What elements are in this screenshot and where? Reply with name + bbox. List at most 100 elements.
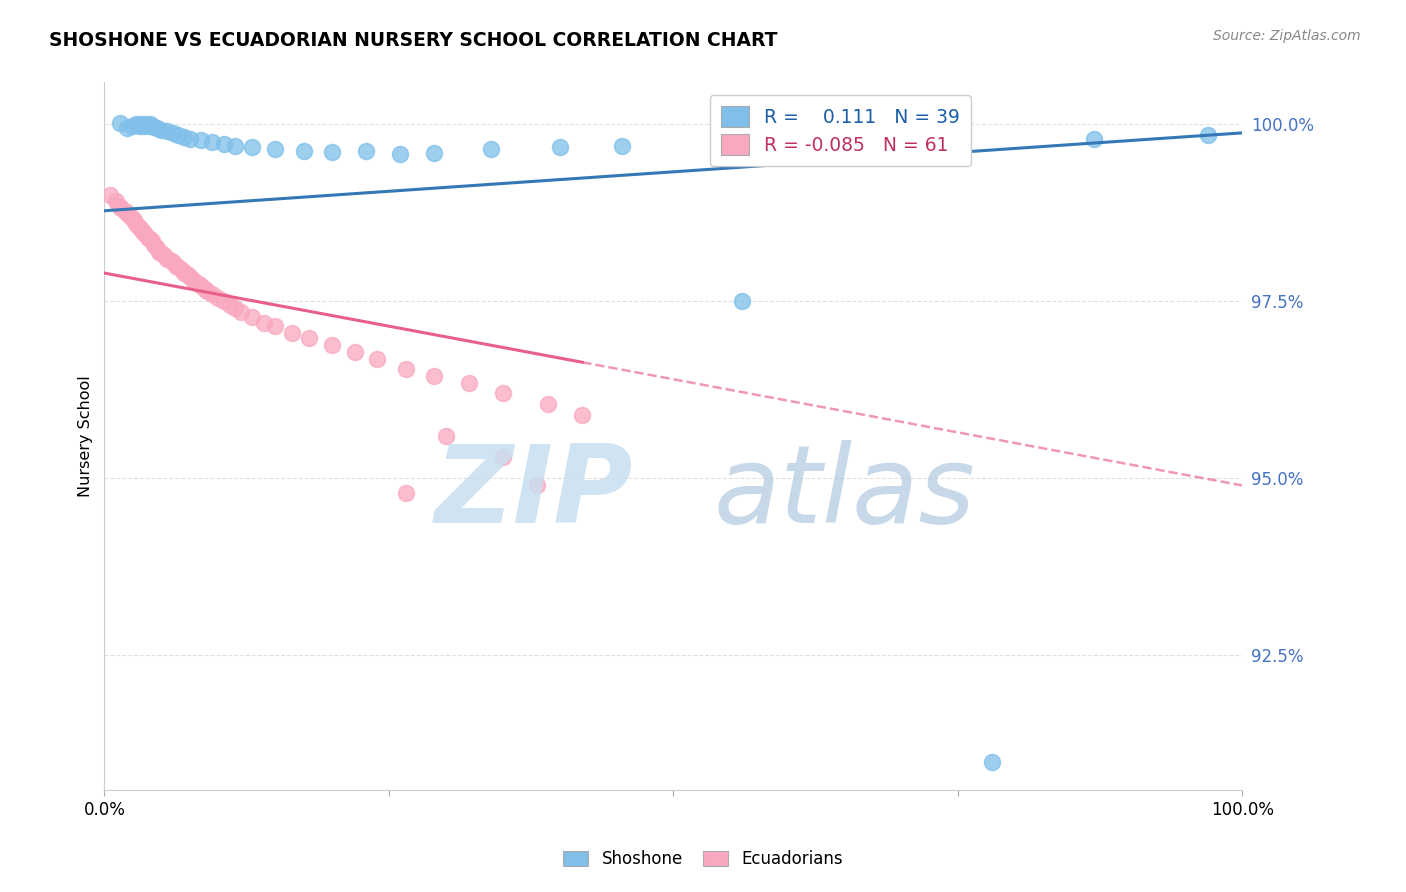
Point — [571, 408, 593, 422]
Point — [457, 376, 479, 390]
Point — [810, 137, 832, 152]
Point — [122, 213, 145, 227]
Point — [730, 294, 752, 309]
Point — [890, 135, 912, 149]
Point — [179, 269, 201, 284]
Point — [145, 241, 167, 255]
Point — [179, 131, 201, 145]
Point — [195, 284, 218, 298]
Point — [281, 326, 304, 341]
Point — [610, 138, 633, 153]
Point — [395, 361, 418, 376]
Point — [423, 368, 446, 383]
Point — [354, 144, 377, 158]
Point — [118, 208, 141, 222]
Point — [240, 310, 263, 324]
Point — [548, 140, 571, 154]
Point — [176, 268, 198, 282]
Point — [201, 135, 224, 149]
Point — [492, 450, 515, 464]
Point — [162, 255, 184, 269]
Point — [167, 260, 190, 275]
Point — [170, 262, 193, 277]
Point — [128, 119, 150, 133]
Point — [141, 234, 163, 248]
Point — [114, 203, 136, 218]
Text: Source: ZipAtlas.com: Source: ZipAtlas.com — [1213, 29, 1361, 43]
Point — [264, 319, 287, 334]
Point — [129, 117, 152, 131]
Point — [187, 277, 209, 291]
Point — [152, 248, 174, 262]
Point — [134, 117, 156, 131]
Point — [150, 123, 173, 137]
Point — [218, 298, 240, 312]
Point — [108, 199, 131, 213]
Point — [173, 266, 195, 280]
Point — [173, 130, 195, 145]
Point — [190, 133, 212, 147]
Point — [207, 291, 229, 305]
Point — [132, 225, 155, 239]
Point — [981, 755, 1004, 769]
Point — [110, 201, 132, 215]
Point — [1197, 128, 1219, 142]
Point — [224, 301, 246, 316]
Point — [240, 140, 263, 154]
Point — [434, 429, 457, 443]
Point — [159, 253, 181, 268]
Point — [121, 119, 143, 133]
Legend: R =    0.111   N = 39, R = -0.085   N = 61: R = 0.111 N = 39, R = -0.085 N = 61 — [710, 95, 972, 166]
Point — [156, 124, 179, 138]
Point — [139, 232, 162, 246]
Text: SHOSHONE VS ECUADORIAN NURSERY SCHOOL CORRELATION CHART: SHOSHONE VS ECUADORIAN NURSERY SCHOOL CO… — [49, 31, 778, 50]
Point — [115, 206, 138, 220]
Point — [492, 386, 515, 401]
Point — [479, 142, 502, 156]
Text: atlas: atlas — [713, 440, 976, 545]
Point — [162, 126, 184, 140]
Point — [298, 331, 321, 345]
Point — [184, 275, 207, 289]
Legend: Shoshone, Ecuadorians: Shoshone, Ecuadorians — [557, 844, 849, 875]
Point — [292, 144, 315, 158]
Point — [125, 217, 148, 231]
Point — [145, 120, 167, 135]
Point — [212, 294, 235, 309]
Point — [229, 305, 252, 319]
Point — [121, 211, 143, 225]
Point — [193, 282, 215, 296]
Point — [537, 397, 560, 411]
Point — [224, 138, 246, 153]
Point — [190, 278, 212, 293]
Point — [98, 188, 121, 202]
Point — [366, 352, 388, 367]
Point — [343, 345, 366, 359]
Point — [143, 237, 166, 252]
Point — [141, 119, 163, 133]
Point — [201, 287, 224, 301]
Y-axis label: Nursery School: Nursery School — [79, 375, 93, 497]
Point — [115, 120, 138, 135]
Point — [212, 137, 235, 152]
Text: ZIP: ZIP — [434, 440, 634, 546]
Point — [253, 316, 276, 330]
Point — [128, 220, 150, 235]
Point — [1083, 131, 1105, 145]
Point — [395, 485, 418, 500]
Point — [181, 273, 204, 287]
Point — [104, 194, 127, 208]
Point — [321, 338, 343, 352]
Point — [148, 244, 170, 259]
Point — [139, 117, 162, 131]
Point — [125, 117, 148, 131]
Point — [321, 145, 343, 159]
Point — [150, 246, 173, 260]
Point — [136, 230, 159, 244]
Point — [143, 120, 166, 135]
Point — [110, 116, 132, 130]
Point — [389, 147, 412, 161]
Point — [423, 145, 446, 160]
Point — [134, 227, 156, 241]
Point — [526, 478, 548, 492]
